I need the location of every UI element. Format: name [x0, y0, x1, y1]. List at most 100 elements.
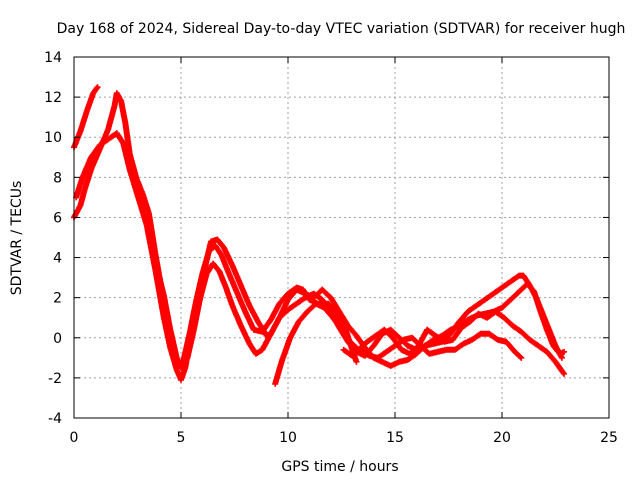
data-point-marks	[404, 351, 419, 363]
data-point-marks	[145, 210, 159, 255]
data-point-marks	[272, 360, 285, 387]
x-axis-label: GPS time / hours	[281, 459, 398, 475]
data-point-marks	[451, 341, 466, 353]
data-point-marks	[276, 307, 290, 321]
data-point-marks	[507, 273, 521, 285]
data-point-marks	[329, 314, 344, 332]
data-point-marks	[267, 316, 282, 337]
data-point-marks	[210, 260, 222, 274]
data-point-marks	[501, 314, 515, 328]
data-point-marks	[79, 155, 94, 181]
data-point-marks	[507, 289, 522, 303]
data-point-marks	[222, 284, 235, 308]
data-point-marks	[252, 347, 264, 357]
chart-title: Day 168 of 2024, Sidereal Day-to-day VTE…	[57, 21, 626, 37]
data-point-marks	[73, 175, 86, 201]
data-point-marks	[546, 326, 558, 348]
plot-border	[73, 56, 610, 419]
data-point-marks	[509, 322, 523, 334]
data-point-marks	[229, 262, 244, 288]
y-tick-label: 2	[53, 291, 62, 307]
y-tick-label: -4	[48, 411, 62, 427]
data-point-marks	[370, 332, 385, 349]
data-point-marks	[81, 167, 94, 193]
data-point-marks	[409, 334, 423, 348]
data-point-marks	[381, 326, 395, 340]
data-point-marks	[154, 266, 167, 298]
data-point-marks	[499, 297, 513, 311]
data-point-marks	[499, 279, 513, 291]
data-point-marks	[118, 98, 129, 125]
x-tick-label: 10	[279, 430, 297, 446]
grid	[74, 57, 609, 418]
data-point-marks	[120, 140, 133, 171]
x-tick-label: 25	[600, 430, 618, 446]
data-point-marks	[511, 348, 524, 360]
y-tick-label: 10	[44, 130, 62, 146]
y-tick-label: -2	[48, 371, 62, 387]
data-point-marks	[287, 320, 301, 341]
x-tick-label: 20	[493, 430, 511, 446]
data-point-marks	[486, 330, 500, 342]
data-point-marks	[246, 302, 261, 324]
data-series	[73, 130, 568, 383]
data-point-marks	[456, 309, 470, 325]
data-point-marks	[160, 292, 173, 332]
data-point-marks	[267, 302, 282, 323]
data-point	[561, 370, 568, 377]
x-tick-label: 15	[386, 430, 404, 446]
data-point-marks	[276, 291, 290, 307]
data-point-marks	[338, 326, 353, 344]
data-point-marks	[543, 348, 558, 364]
data-point-marks	[327, 294, 342, 314]
y-tick-label: 14	[44, 50, 62, 66]
data-point-marks	[83, 91, 96, 115]
x-tick-label: 5	[177, 430, 186, 446]
data-point-marks	[526, 336, 541, 348]
data-point-marks	[295, 309, 310, 325]
data-point	[94, 84, 101, 91]
data-series	[272, 300, 568, 387]
data-point-marks	[184, 328, 197, 361]
data-point-marks	[214, 236, 226, 250]
data-point-marks	[143, 222, 158, 272]
data-point-marks	[167, 326, 180, 360]
data-point-marks	[255, 318, 269, 338]
data-point-marks	[160, 314, 173, 350]
axis-ticks: 0 5 10 15 20 25 -4 -2 0 2 4 6 8 10 12 14	[44, 50, 618, 446]
data-point-marks	[364, 333, 378, 345]
data-point-marks	[336, 308, 351, 328]
data-point-marks	[201, 240, 214, 273]
data-point-marks	[490, 285, 504, 297]
data-point-marks	[533, 294, 546, 316]
data-point-marks	[458, 319, 472, 331]
data-point	[353, 358, 360, 365]
data-point-marks	[139, 190, 152, 215]
data-point-marks	[220, 244, 235, 268]
y-tick-label: 4	[53, 251, 62, 267]
data-point-marks	[135, 194, 150, 227]
data-series	[71, 84, 101, 151]
data-point-marks	[96, 137, 110, 149]
y-tick-label: 8	[53, 170, 62, 186]
data-point-marks	[539, 310, 552, 332]
y-tick-label: 12	[44, 90, 62, 106]
data-point-marks	[225, 268, 239, 294]
data-point-marks	[133, 174, 145, 195]
data-point-marks	[278, 336, 293, 365]
data-point-marks	[77, 109, 90, 135]
data-point-marks	[310, 290, 324, 302]
data-point-marks	[447, 319, 462, 337]
data-point	[518, 354, 525, 361]
data-point-marks	[374, 349, 389, 361]
data-point-marks	[387, 326, 402, 340]
data-point-marks	[237, 282, 252, 308]
y-tick-label: 0	[53, 331, 62, 347]
data-point-marks	[126, 166, 141, 199]
data-point-marks	[122, 120, 133, 155]
data-point-marks	[552, 358, 567, 376]
y-tick-label: 6	[53, 210, 62, 226]
data-point-marks	[259, 332, 274, 353]
data-point-marks	[218, 252, 231, 274]
